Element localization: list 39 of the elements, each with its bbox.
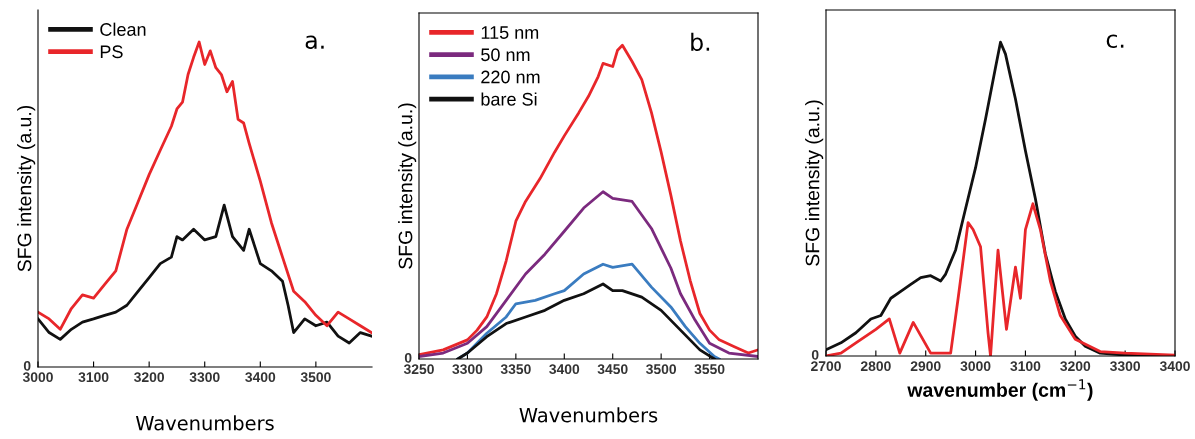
legend-label: 220 nm xyxy=(481,70,540,84)
y-axis-title: SFG intensity (a.u.) xyxy=(805,100,824,266)
x-tick-label: 3100 xyxy=(78,372,109,383)
x-tick-label: 3300 xyxy=(1110,361,1141,372)
x-tick-label: 3250 xyxy=(403,364,434,375)
x-tick-label: 3300 xyxy=(452,364,483,375)
x-tick-label: 3500 xyxy=(646,364,677,375)
x-tick-label: 3000 xyxy=(960,361,991,372)
x-tick-label: 3000 xyxy=(22,372,53,383)
legend-label: bare Si xyxy=(481,92,537,106)
annotation: b. xyxy=(691,32,710,51)
y-axis-title: SFG intensity (a.u.) xyxy=(17,105,36,272)
x-tick-label: 3500 xyxy=(300,372,331,383)
x-tick-label: 3550 xyxy=(694,364,725,375)
text: 0 xyxy=(404,352,412,363)
text: 0 xyxy=(23,360,31,371)
x-tick-label: 3400 xyxy=(1159,361,1190,372)
x-axis-title: Wavenumbers xyxy=(135,415,274,431)
y-axis-title: SFG intensity (a.u.) xyxy=(398,103,417,269)
x-tick-label: 3200 xyxy=(134,372,165,383)
legend-label: 115 nm xyxy=(481,26,539,39)
x-axis-title: Wavenumbers xyxy=(519,407,658,423)
x-tick-label: 3450 xyxy=(597,364,628,375)
x-tick-label: 3200 xyxy=(1060,361,1091,372)
legend-label: PS xyxy=(100,45,123,59)
x-tick-label: 3350 xyxy=(500,364,531,375)
x-tick-label: 2800 xyxy=(860,361,891,372)
x-tick-label: 3100 xyxy=(1010,361,1041,372)
x-tick-label: 3400 xyxy=(245,372,276,383)
x-tick-label: 2700 xyxy=(811,361,841,372)
x-tick-label: 2900 xyxy=(910,361,941,372)
x-tick-label: 3300 xyxy=(189,372,220,383)
annotation: a. xyxy=(305,35,324,49)
x-axis-title: wavenumber (cm$^{−1}$) xyxy=(907,379,1093,401)
x-tick-label: 3400 xyxy=(549,364,580,375)
annotation: c. xyxy=(1106,34,1124,48)
legend-label: Clean xyxy=(100,22,146,36)
text: 0 xyxy=(811,349,819,360)
legend-label: 50 nm xyxy=(481,48,530,62)
